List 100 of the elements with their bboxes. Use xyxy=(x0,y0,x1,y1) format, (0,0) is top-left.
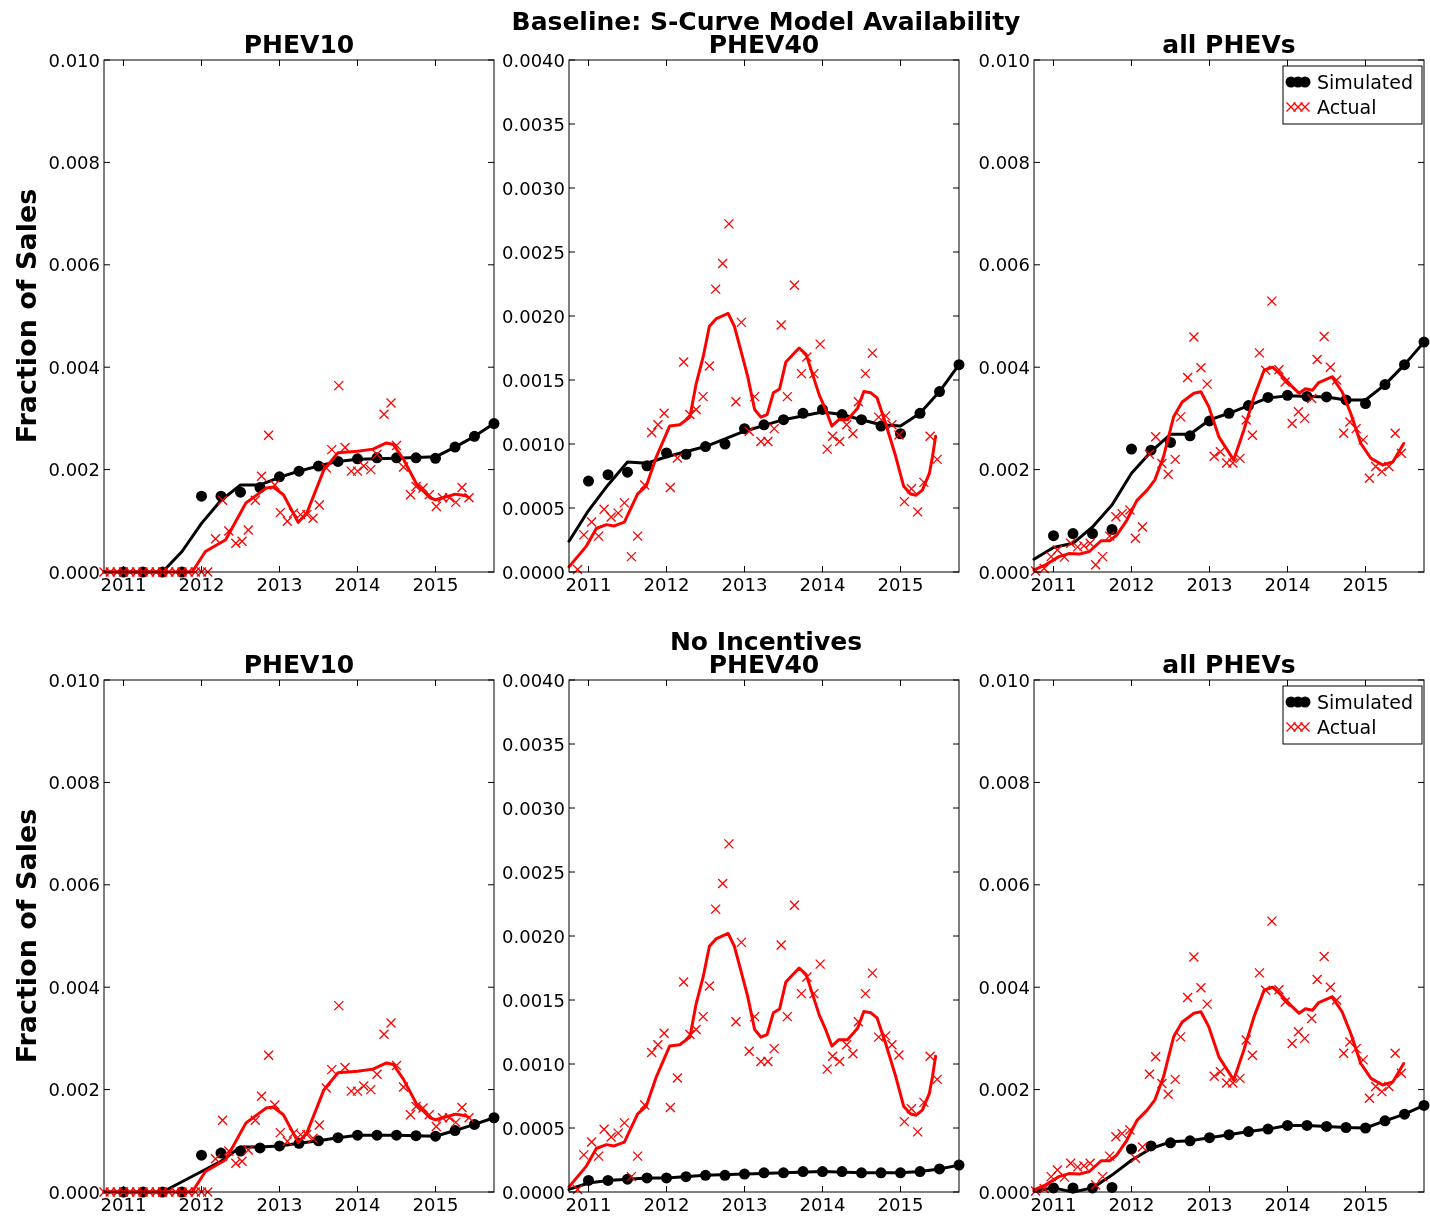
line-series xyxy=(1032,365,1406,572)
legend-label: Simulated xyxy=(1317,71,1414,93)
point xyxy=(914,1166,926,1178)
point xyxy=(371,449,383,460)
y-tick-label: 0.0015 xyxy=(502,369,565,391)
y-tick-label: 0.006 xyxy=(978,254,1030,276)
point xyxy=(659,408,670,419)
x-tick-label: 2013 xyxy=(1186,574,1233,595)
point xyxy=(899,1116,910,1127)
point xyxy=(639,479,650,491)
point xyxy=(678,976,689,988)
point xyxy=(847,428,859,439)
point xyxy=(1287,418,1298,429)
y-tick-label: 0.0010 xyxy=(502,433,565,455)
point xyxy=(1306,393,1317,404)
point xyxy=(282,516,293,527)
point xyxy=(1065,1158,1076,1169)
point xyxy=(572,564,583,575)
point xyxy=(235,1145,246,1157)
point xyxy=(274,1140,285,1152)
point xyxy=(652,419,664,430)
point xyxy=(1383,1081,1395,1092)
point xyxy=(1273,364,1285,375)
point xyxy=(822,443,833,455)
point xyxy=(700,441,711,453)
point xyxy=(371,1069,383,1080)
point xyxy=(1370,461,1381,472)
point xyxy=(1379,1115,1391,1127)
point xyxy=(469,430,480,442)
point xyxy=(1376,466,1388,477)
point xyxy=(808,368,820,379)
point xyxy=(768,1043,780,1054)
point xyxy=(710,903,721,915)
point xyxy=(236,1156,248,1167)
point xyxy=(827,431,838,442)
point xyxy=(254,1142,266,1154)
point xyxy=(856,1167,867,1179)
point xyxy=(1130,533,1141,544)
point xyxy=(918,477,930,488)
point xyxy=(1110,1131,1122,1142)
point xyxy=(578,529,589,541)
point xyxy=(605,1131,617,1143)
point xyxy=(817,1166,828,1178)
point xyxy=(867,967,878,979)
y-tick-label: 0.0005 xyxy=(502,497,565,519)
point xyxy=(622,466,633,478)
legend-label: Simulated xyxy=(1317,691,1414,713)
point xyxy=(1360,1122,1371,1134)
y-tick-label: 0.002 xyxy=(48,459,100,481)
point xyxy=(1156,458,1168,469)
point xyxy=(405,489,416,500)
point xyxy=(626,1171,637,1182)
point xyxy=(243,1144,254,1156)
point xyxy=(1195,982,1207,993)
point xyxy=(672,452,683,464)
point xyxy=(1299,1033,1310,1044)
point xyxy=(391,1129,402,1141)
point xyxy=(749,391,760,402)
point xyxy=(1280,376,1291,388)
point xyxy=(463,1112,475,1123)
point xyxy=(469,1118,480,1130)
point xyxy=(1052,544,1063,556)
point xyxy=(586,516,597,528)
point xyxy=(1087,528,1098,540)
point xyxy=(1202,998,1213,1010)
point xyxy=(1110,511,1122,522)
y-tick-label: 0.0015 xyxy=(502,989,565,1011)
point xyxy=(632,531,643,542)
y-tick-label: 0.002 xyxy=(978,1079,1030,1101)
point xyxy=(313,460,324,472)
point xyxy=(391,440,402,451)
point xyxy=(398,1081,409,1093)
point xyxy=(841,419,852,430)
point xyxy=(1163,469,1174,480)
point xyxy=(834,436,845,447)
point xyxy=(782,391,793,402)
x-tick-label: 2015 xyxy=(1342,1194,1389,1215)
point xyxy=(1137,1141,1148,1153)
point xyxy=(1106,524,1118,535)
point xyxy=(217,495,228,506)
point xyxy=(430,1130,441,1142)
point xyxy=(1085,1158,1096,1169)
point xyxy=(918,1097,930,1108)
point xyxy=(1260,985,1271,996)
point xyxy=(410,1130,422,1142)
point xyxy=(1202,378,1213,390)
point xyxy=(449,1125,461,1137)
point xyxy=(210,1153,221,1164)
point xyxy=(1184,430,1196,442)
point xyxy=(736,937,747,948)
point xyxy=(326,1064,337,1075)
x-tick-label: 2012 xyxy=(1108,574,1155,595)
point xyxy=(680,1171,692,1183)
y-axis-title: Fraction of Sales xyxy=(11,188,42,444)
point xyxy=(1170,1074,1181,1085)
point xyxy=(1204,1132,1215,1144)
point xyxy=(680,448,692,460)
x-tick-label: 2015 xyxy=(1342,574,1389,595)
y-tick-label: 0.0000 xyxy=(502,1181,565,1203)
point xyxy=(1104,531,1115,542)
